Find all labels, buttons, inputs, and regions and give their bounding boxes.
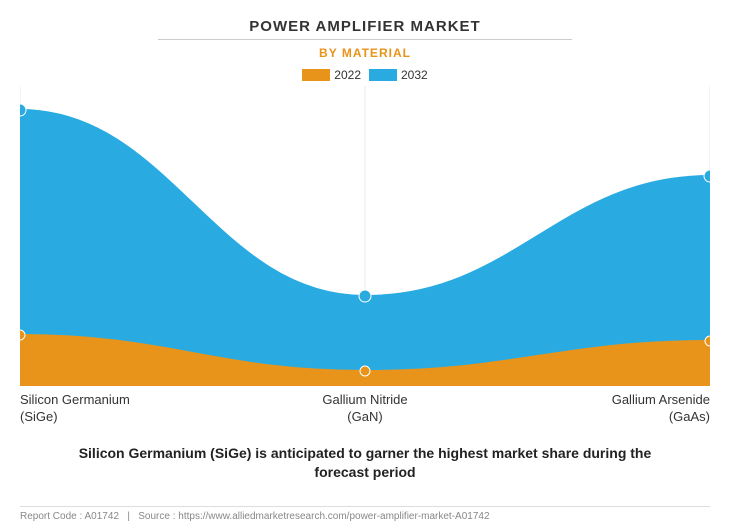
footer-separator: | xyxy=(127,511,130,522)
chart-title: POWER AMPLIFIER MARKET xyxy=(20,18,710,35)
chart-caption: Silicon Germanium (SiGe) is anticipated … xyxy=(60,444,670,483)
legend-item-2022: 2022 xyxy=(302,68,361,82)
title-rule xyxy=(158,39,572,40)
x-label-gan: Gallium Nitride (GaN) xyxy=(305,392,425,426)
legend-label-2032: 2032 xyxy=(401,68,428,82)
area-chart-svg xyxy=(20,86,710,386)
footer-source: Source : https://www.alliedmarketresearc… xyxy=(138,511,489,522)
chart-container: POWER AMPLIFIER MARKET BY MATERIAL 2022 … xyxy=(0,0,730,528)
footer-report-code: Report Code : A01742 xyxy=(20,511,119,522)
legend-label-2022: 2022 xyxy=(334,68,361,82)
legend: 2022 2032 xyxy=(20,68,710,82)
x-axis-labels: Silicon Germanium (SiGe) Gallium Nitride… xyxy=(20,392,710,426)
x-label-gaas: Gallium Arsenide (GaAs) xyxy=(590,392,710,426)
x-label-sige: Silicon Germanium (SiGe) xyxy=(20,392,140,426)
footer: Report Code : A01742 | Source : https://… xyxy=(20,506,710,522)
legend-item-2032: 2032 xyxy=(369,68,428,82)
legend-swatch-2032 xyxy=(369,69,397,81)
chart-plot-area xyxy=(20,86,710,386)
chart-subtitle: BY MATERIAL xyxy=(20,46,710,60)
legend-swatch-2022 xyxy=(302,69,330,81)
